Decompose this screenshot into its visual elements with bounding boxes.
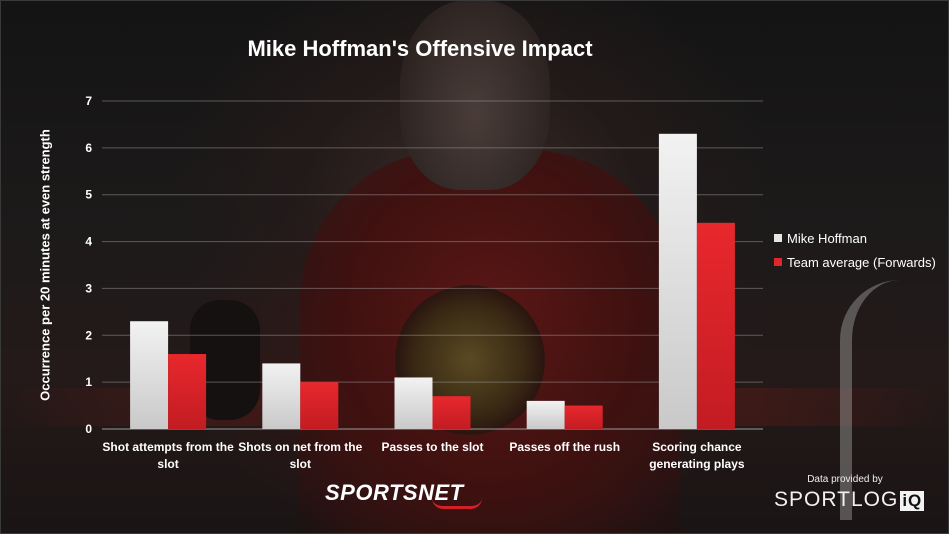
legend-item-team-average: Team average (Forwards) <box>774 250 936 274</box>
x-tick-label: Scoring chance <box>652 440 742 454</box>
chart-title: Mike Hoffman's Offensive Impact <box>247 36 593 61</box>
bar-team-average <box>168 354 207 429</box>
x-tick-label: slot <box>157 457 178 471</box>
x-tick-label: generating plays <box>649 457 745 471</box>
sportsnet-logo-swoosh <box>432 498 482 509</box>
x-tick-label: Shot attempts from the <box>102 440 234 454</box>
bar-hoffman <box>658 133 697 430</box>
legend-swatch-team-average <box>774 258 782 266</box>
legend-label-team-average: Team average (Forwards) <box>787 254 936 270</box>
legend-item-hoffman: Mike Hoffman <box>774 226 936 250</box>
y-tick-label: 2 <box>85 328 92 342</box>
y-tick-label: 3 <box>85 281 92 295</box>
x-tick-label: Passes to the slot <box>381 440 483 454</box>
bar-team-average <box>696 222 735 429</box>
x-tick-label: slot <box>290 457 311 471</box>
legend-label-hoffman: Mike Hoffman <box>787 230 867 246</box>
bar-hoffman <box>130 321 169 429</box>
bar-team-average <box>300 382 339 429</box>
y-tick-label: 4 <box>85 235 92 249</box>
y-tick-label: 7 <box>85 94 92 108</box>
bar-team-average <box>432 396 471 429</box>
bar-hoffman <box>394 377 433 429</box>
data-credit: Data provided by <box>807 474 883 485</box>
y-tick-label: 6 <box>85 141 92 155</box>
y-tick-label: 5 <box>85 188 92 202</box>
bar-team-average <box>564 405 603 429</box>
sportlogiq-iq-mark: iQ <box>900 491 925 511</box>
x-tick-label: Passes off the rush <box>509 440 620 454</box>
y-tick-label: 1 <box>85 375 92 389</box>
bar-hoffman <box>526 400 565 429</box>
x-tick-label: Shots on net from the <box>238 440 362 454</box>
y-tick-label: 0 <box>85 422 92 436</box>
legend-swatch-hoffman <box>774 234 782 242</box>
sportlogiq-wordmark: SPORTLOG <box>774 488 899 511</box>
sportlogiq-logo: SPORTLOG iQ <box>774 488 925 512</box>
bar-hoffman <box>262 363 301 429</box>
chart-legend: Mike Hoffman Team average (Forwards) <box>774 226 936 274</box>
